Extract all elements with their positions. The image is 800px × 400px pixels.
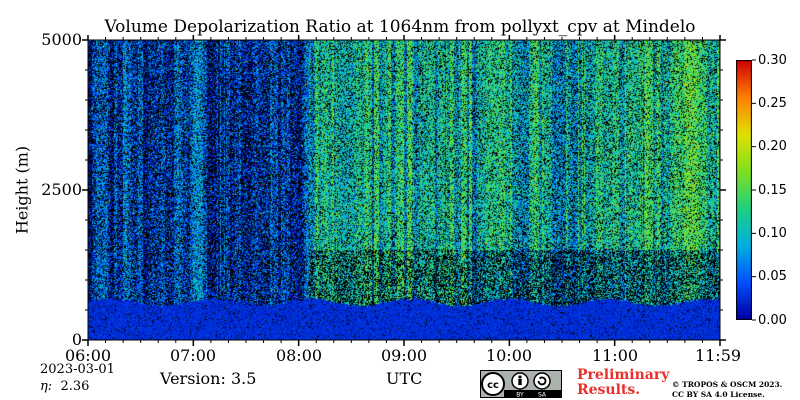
- cc-by-sa-license-badge: cc BY SA: [480, 370, 562, 398]
- preliminary-notice: Preliminary Results.: [577, 368, 669, 398]
- plot-frame: [87, 39, 721, 341]
- y-tick-label: 2500: [41, 180, 82, 199]
- cc-icon: [481, 372, 505, 396]
- copyright-line-2: CC BY SA 4.0 License.: [672, 390, 765, 399]
- colorbar: [736, 60, 752, 320]
- colorbar-tick-label: 0.00: [758, 313, 787, 328]
- colorbar-tick-label: 0.15: [758, 183, 787, 198]
- by-text: BY: [516, 391, 524, 398]
- eta-value: 2.36: [60, 379, 90, 394]
- x-tick-label: 11:59: [694, 346, 742, 365]
- preliminary-line-2: Results.: [577, 382, 641, 398]
- measurement-date: 2023-03-01: [40, 362, 115, 377]
- x-tick-label: 11:00: [591, 346, 639, 365]
- x-axis-label: UTC: [386, 369, 423, 388]
- colorbar-tick-label: 0.30: [758, 53, 787, 68]
- copyright-line-1: © TROPOS & OSCM 2023.: [672, 380, 783, 389]
- colorbar-tick-label: 0.10: [758, 226, 787, 241]
- version-label: Version: 3.5: [160, 369, 257, 388]
- y-tick-label: 5000: [41, 30, 82, 49]
- eta-readout: η: 2.36: [40, 379, 89, 394]
- eta-label: η:: [40, 379, 53, 394]
- preliminary-line-1: Preliminary: [577, 367, 670, 383]
- cc-text: cc: [487, 380, 499, 391]
- depolarization-heatmap: [88, 40, 720, 340]
- x-tick-label: 07:00: [169, 346, 217, 365]
- copyright-notice: © TROPOS & OSCM 2023. CC BY SA 4.0 Licen…: [672, 380, 782, 400]
- y-tick-label: 0: [71, 330, 82, 349]
- x-tick-label: 10:00: [485, 346, 533, 365]
- colorbar-tick-label: 0.25: [758, 96, 787, 111]
- sa-text: SA: [538, 391, 547, 398]
- colorbar-tick-label: 0.20: [758, 139, 787, 154]
- colorbar-tick-label: 0.05: [758, 269, 787, 284]
- x-tick-label: 08:00: [275, 346, 323, 365]
- sa-icon: [533, 372, 551, 390]
- chart-title: Volume Depolarization Ratio at 1064nm fr…: [104, 17, 696, 37]
- x-tick-label: 06:00: [64, 346, 112, 365]
- x-tick-label: 09:00: [380, 346, 428, 365]
